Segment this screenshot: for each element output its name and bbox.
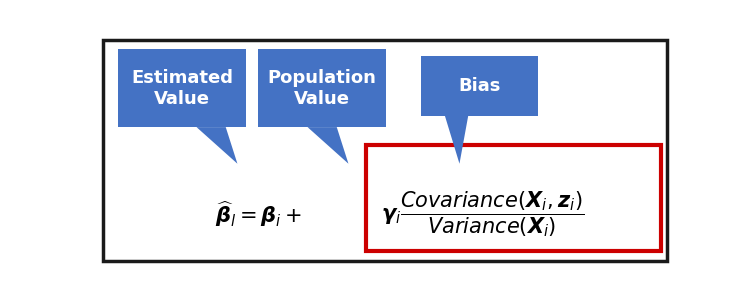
FancyBboxPatch shape bbox=[366, 146, 661, 251]
Polygon shape bbox=[445, 116, 468, 164]
Text: $\widehat{\boldsymbol{\beta}}_l = \boldsymbol{\beta}_i + $: $\widehat{\boldsymbol{\beta}}_l = \bolds… bbox=[215, 199, 302, 229]
FancyBboxPatch shape bbox=[118, 49, 246, 127]
Text: Population
Value: Population Value bbox=[268, 69, 376, 108]
FancyBboxPatch shape bbox=[103, 40, 667, 261]
Text: Bias: Bias bbox=[458, 77, 501, 95]
FancyBboxPatch shape bbox=[258, 49, 386, 127]
Polygon shape bbox=[197, 127, 238, 164]
Text: Estimated
Value: Estimated Value bbox=[131, 69, 233, 108]
Text: $\boldsymbol{\gamma}_i \dfrac{\mathit{Covariance}(\boldsymbol{X}_i, \boldsymbol{: $\boldsymbol{\gamma}_i \dfrac{\mathit{Co… bbox=[382, 189, 584, 239]
Polygon shape bbox=[308, 127, 348, 164]
FancyBboxPatch shape bbox=[421, 56, 538, 116]
